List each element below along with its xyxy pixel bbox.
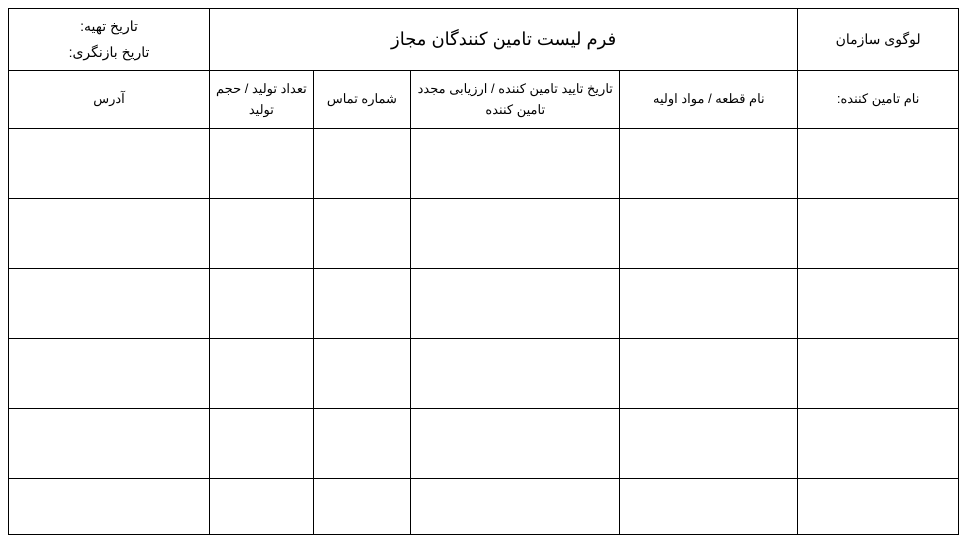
cell-part (620, 129, 798, 199)
cell-qty (210, 129, 314, 199)
cell-part (620, 409, 798, 479)
cell-phone (313, 339, 410, 409)
cell-supplier (798, 129, 959, 199)
cell-address (9, 129, 210, 199)
table-row (9, 339, 959, 409)
cell-supplier (798, 479, 959, 535)
cell-address (9, 269, 210, 339)
table-row (9, 479, 959, 535)
col-header-supplier: نام تامین کننده: (798, 71, 959, 129)
cell-supplier (798, 199, 959, 269)
cell-phone (313, 129, 410, 199)
cell-approval-date (411, 199, 620, 269)
col-header-qty: تعداد تولید / حجم تولید (210, 71, 314, 129)
col-header-approval-date: تاریخ تایید تامین کننده / ارزیابی مجدد ت… (411, 71, 620, 129)
cell-supplier (798, 339, 959, 409)
cell-phone (313, 199, 410, 269)
cell-part (620, 269, 798, 339)
cell-qty (210, 269, 314, 339)
cell-approval-date (411, 339, 620, 409)
dates-cell: تاریخ تهیه: تاریخ بازنگری: (9, 9, 210, 71)
cell-supplier (798, 269, 959, 339)
cell-approval-date (411, 409, 620, 479)
cell-address (9, 409, 210, 479)
cell-qty (210, 339, 314, 409)
form-title: فرم لیست تامین کنندگان مجاز (391, 29, 616, 49)
cell-phone (313, 479, 410, 535)
cell-qty (210, 199, 314, 269)
review-date-label: تاریخ بازنگری: (15, 40, 203, 65)
cell-approval-date (411, 269, 620, 339)
org-logo-label: لوگوی سازمان (836, 31, 921, 47)
col-header-phone: شماره تماس (313, 71, 410, 129)
cell-address (9, 339, 210, 409)
prep-date-label: تاریخ تهیه: (15, 14, 203, 39)
table-row (9, 269, 959, 339)
cell-address (9, 479, 210, 535)
cell-address (9, 199, 210, 269)
suppliers-form: لوگوی سازمان فرم لیست تامین کنندگان مجاز… (8, 8, 959, 535)
col-header-part: نام قطعه / مواد اولیه (620, 71, 798, 129)
cell-part (620, 339, 798, 409)
cell-part (620, 199, 798, 269)
header-row: نام تامین کننده: نام قطعه / مواد اولیه ت… (9, 71, 959, 129)
cell-part (620, 479, 798, 535)
cell-approval-date (411, 129, 620, 199)
title-row: لوگوی سازمان فرم لیست تامین کنندگان مجاز… (9, 9, 959, 71)
cell-phone (313, 269, 410, 339)
form-title-cell: فرم لیست تامین کنندگان مجاز (210, 9, 798, 71)
org-logo-cell: لوگوی سازمان (798, 9, 959, 71)
table-row (9, 129, 959, 199)
table-row (9, 409, 959, 479)
col-header-address: آدرس (9, 71, 210, 129)
table-row (9, 199, 959, 269)
cell-qty (210, 409, 314, 479)
cell-phone (313, 409, 410, 479)
suppliers-table: لوگوی سازمان فرم لیست تامین کنندگان مجاز… (8, 8, 959, 535)
cell-qty (210, 479, 314, 535)
cell-approval-date (411, 479, 620, 535)
cell-supplier (798, 409, 959, 479)
